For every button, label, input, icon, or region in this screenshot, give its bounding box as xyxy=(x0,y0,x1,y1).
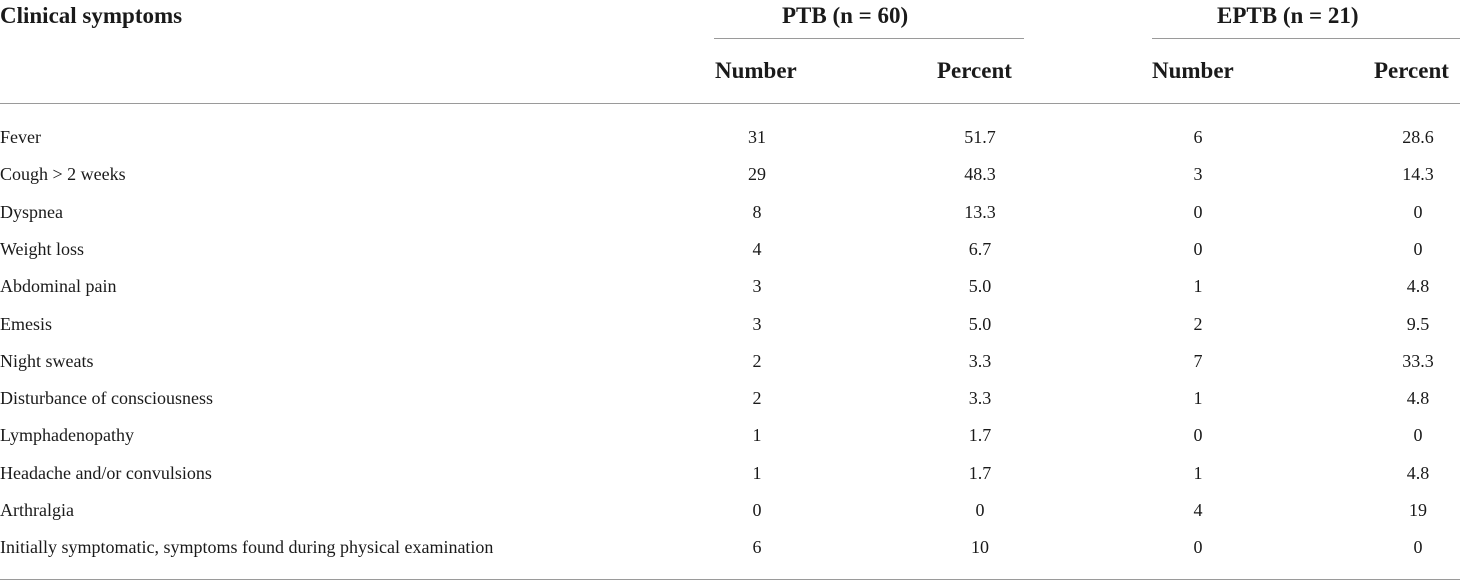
cell-ptb-number: 2 xyxy=(752,351,762,371)
header-clinical-symptoms: Clinical symptoms xyxy=(0,3,183,28)
subheader-ptb-number: Number xyxy=(715,58,797,83)
header-group-ptb: PTB (n = 60) xyxy=(782,3,909,28)
cell-ptb-number: 3 xyxy=(752,314,762,334)
header-group-eptb: EPTB (n = 21) xyxy=(1217,3,1359,28)
subheader-eptb-percent: Percent xyxy=(1374,58,1449,83)
group-underline-eptb xyxy=(1152,38,1460,39)
cell-ptb-percent: 1.7 xyxy=(968,463,992,483)
cell-eptb-number: 0 xyxy=(1193,425,1203,445)
cell-ptb-number: 29 xyxy=(748,164,766,184)
cell-eptb-number: 0 xyxy=(1193,537,1203,557)
row-label: Emesis xyxy=(0,314,52,334)
cell-ptb-percent: 6.7 xyxy=(968,239,992,259)
subheader-ptb-percent: Percent xyxy=(937,58,1012,83)
cell-eptb-number: 1 xyxy=(1193,388,1203,408)
cell-ptb-percent: 5.0 xyxy=(968,314,992,334)
cell-ptb-percent: 1.7 xyxy=(968,425,992,445)
row-label: Dyspnea xyxy=(0,202,63,222)
cell-eptb-percent: 4.8 xyxy=(1406,276,1430,296)
cell-ptb-percent: 5.0 xyxy=(968,276,992,296)
cell-eptb-number: 3 xyxy=(1193,164,1203,184)
cell-ptb-number: 4 xyxy=(752,239,762,259)
cell-ptb-percent: 51.7 xyxy=(964,127,996,147)
row-label: Night sweats xyxy=(0,351,94,371)
cell-eptb-percent: 33.3 xyxy=(1402,351,1434,371)
cell-eptb-number: 0 xyxy=(1193,239,1203,259)
row-label: Arthralgia xyxy=(0,500,74,520)
cell-eptb-number: 1 xyxy=(1193,276,1203,296)
cell-ptb-number: 3 xyxy=(752,276,762,296)
row-label: Abdominal pain xyxy=(0,276,117,296)
cell-eptb-percent: 19 xyxy=(1409,500,1427,520)
row-label: Initially symptomatic, symptoms found du… xyxy=(0,537,494,557)
cell-ptb-percent: 13.3 xyxy=(964,202,996,222)
row-label: Disturbance of consciousness xyxy=(0,388,213,408)
cell-ptb-number: 1 xyxy=(752,463,762,483)
cell-eptb-number: 2 xyxy=(1193,314,1203,334)
cell-eptb-number: 0 xyxy=(1193,202,1203,222)
cell-ptb-percent: 3.3 xyxy=(968,388,992,408)
cell-eptb-percent: 0 xyxy=(1413,202,1423,222)
cell-ptb-number: 2 xyxy=(752,388,762,408)
row-label: Lymphadenopathy xyxy=(0,425,134,445)
row-label: Fever xyxy=(0,127,41,147)
cell-ptb-number: 8 xyxy=(752,202,762,222)
cell-eptb-number: 4 xyxy=(1193,500,1203,520)
cell-eptb-percent: 4.8 xyxy=(1406,463,1430,483)
cell-ptb-number: 1 xyxy=(752,425,762,445)
subheader-eptb-number: Number xyxy=(1152,58,1234,83)
cell-eptb-number: 7 xyxy=(1193,351,1203,371)
cell-eptb-percent: 4.8 xyxy=(1406,388,1430,408)
cell-ptb-number: 31 xyxy=(748,127,766,147)
cell-eptb-percent: 0 xyxy=(1413,537,1423,557)
cell-eptb-percent: 0 xyxy=(1413,239,1423,259)
cell-ptb-number: 0 xyxy=(752,500,762,520)
cell-eptb-percent: 28.6 xyxy=(1402,127,1434,147)
row-label: Weight loss xyxy=(0,239,85,259)
cell-ptb-number: 6 xyxy=(752,537,762,557)
cell-ptb-percent: 3.3 xyxy=(968,351,992,371)
table-bottom-rule xyxy=(0,579,1460,580)
header-bottom-rule xyxy=(0,103,1460,104)
cell-ptb-percent: 10 xyxy=(971,537,989,557)
cell-eptb-percent: 14.3 xyxy=(1402,164,1434,184)
cell-eptb-percent: 0 xyxy=(1413,425,1423,445)
row-label: Cough > 2 weeks xyxy=(0,164,126,184)
row-label: Headache and/or convulsions xyxy=(0,463,212,483)
cell-ptb-percent: 0 xyxy=(975,500,985,520)
cell-ptb-percent: 48.3 xyxy=(964,164,996,184)
group-underline-ptb xyxy=(714,38,1024,39)
cell-eptb-number: 6 xyxy=(1193,127,1203,147)
cell-eptb-number: 1 xyxy=(1193,463,1203,483)
cell-eptb-percent: 9.5 xyxy=(1406,314,1430,334)
